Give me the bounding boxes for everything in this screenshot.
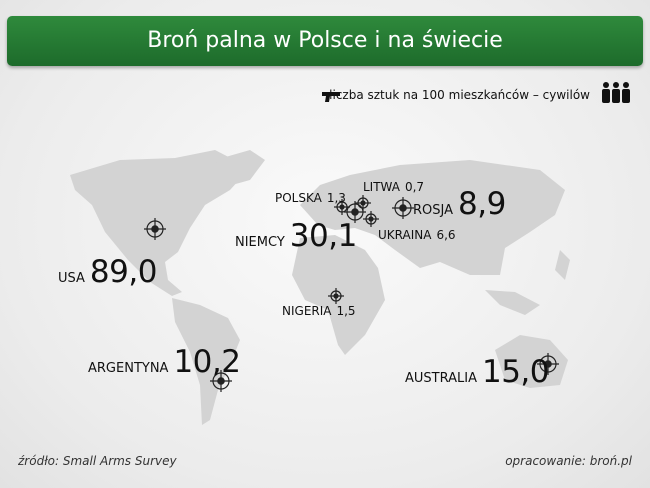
country-label: AUSTRALIA 15,0 bbox=[405, 354, 550, 390]
country-value: 6,6 bbox=[436, 228, 456, 242]
country-name: AUSTRALIA bbox=[405, 371, 477, 386]
author: opracowanie: broń.pl bbox=[505, 454, 632, 468]
target-marker bbox=[334, 199, 350, 215]
country-value: 15,0 bbox=[481, 354, 550, 390]
gun-icon bbox=[322, 92, 340, 102]
source: źródło: Small Arms Survey bbox=[18, 454, 177, 468]
country-value: 8,9 bbox=[458, 186, 506, 222]
country-label: NIGERIA 1,5 bbox=[282, 304, 356, 318]
legend: liczba sztuk na 100 mieszkańców – cywiló… bbox=[329, 82, 590, 108]
country-name: ROSJA bbox=[413, 203, 454, 218]
target-marker bbox=[355, 195, 371, 211]
country-name: ARGENTYNA bbox=[88, 361, 169, 376]
country-name: POLSKA bbox=[275, 191, 322, 205]
country-label: POLSKA 1,3 bbox=[275, 191, 346, 205]
title: Broń palna w Polsce i na świecie bbox=[147, 28, 503, 53]
target-marker bbox=[537, 353, 559, 375]
country-name: USA bbox=[58, 271, 85, 286]
country-label: UKRAINA 6,6 bbox=[378, 228, 456, 242]
title-bar: Broń palna w Polsce i na świecie bbox=[7, 16, 643, 66]
target-marker bbox=[328, 288, 344, 304]
country-label: NIEMCY 30,1 bbox=[235, 218, 357, 254]
country-value: 0,7 bbox=[404, 180, 425, 194]
country-value: 1,3 bbox=[326, 191, 346, 205]
target-marker bbox=[363, 211, 379, 227]
country-name: NIEMCY bbox=[235, 235, 285, 250]
people-icon bbox=[602, 82, 630, 103]
target-marker bbox=[210, 370, 232, 392]
country-value: 89,0 bbox=[89, 254, 158, 290]
country-label: ROSJA 8,9 bbox=[413, 186, 506, 222]
country-value: 30,1 bbox=[289, 218, 358, 254]
country-name: NIGERIA bbox=[282, 304, 332, 318]
target-marker bbox=[144, 218, 166, 240]
legend-text: liczba sztuk na 100 mieszkańców – cywiló… bbox=[329, 88, 590, 102]
country-label: LITWA 0,7 bbox=[363, 180, 424, 194]
country-label: USA 89,0 bbox=[58, 254, 157, 290]
country-value: 1,5 bbox=[336, 304, 356, 318]
country-label: ARGENTYNA 10,2 bbox=[88, 344, 241, 380]
target-marker bbox=[344, 201, 366, 223]
country-value: 10,2 bbox=[173, 344, 241, 380]
continents bbox=[70, 150, 570, 425]
country-name: LITWA bbox=[363, 180, 400, 194]
country-name: UKRAINA bbox=[378, 228, 432, 242]
target-marker bbox=[392, 197, 414, 219]
